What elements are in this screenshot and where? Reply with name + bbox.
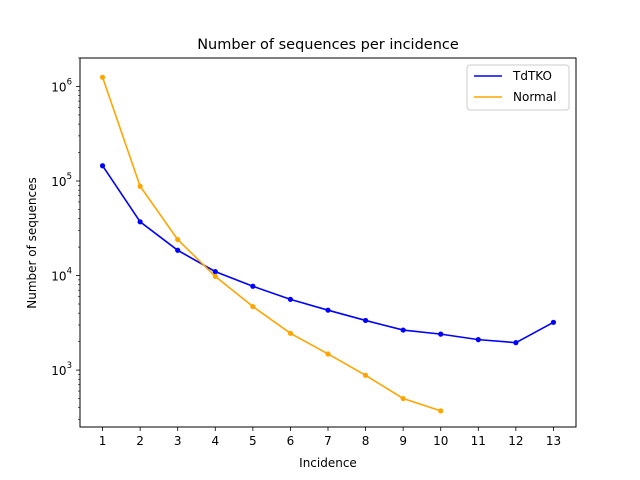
x-tick-label: 1 [99, 434, 107, 448]
x-tick-label: 4 [211, 434, 219, 448]
x-tick-label: 10 [433, 434, 448, 448]
x-tick-label: 3 [174, 434, 182, 448]
data-point [400, 327, 406, 333]
y-axis-label: Number of sequences [25, 177, 39, 308]
x-tick-label: 7 [324, 434, 332, 448]
x-tick-label: 13 [546, 434, 561, 448]
data-point [362, 372, 369, 378]
x-axis-label: Incidence [299, 456, 357, 470]
data-point [250, 283, 256, 289]
data-point [287, 330, 294, 336]
data-point [137, 219, 143, 225]
data-point [325, 307, 331, 313]
data-point [362, 317, 369, 324]
chart-title: Number of sequences per incidence [197, 37, 459, 53]
x-tick-label: 12 [508, 434, 523, 448]
x-tick-label: 2 [136, 434, 144, 448]
data-point [212, 273, 218, 279]
y-tick-label: 104 [51, 267, 72, 284]
data-point [513, 340, 519, 346]
y-tick-label: 103 [51, 361, 72, 378]
x-tick-label: 9 [399, 434, 407, 448]
data-point [550, 319, 557, 325]
data-point [175, 236, 181, 243]
data-point [175, 247, 181, 253]
plot-frame [79, 57, 577, 428]
y-tick-label: 106 [51, 77, 72, 94]
series-line [101, 165, 554, 344]
data-point [287, 296, 294, 302]
x-tick-label: 5 [249, 434, 257, 448]
y-tick-label: 105 [51, 172, 72, 189]
legend-label: Normal [513, 90, 556, 104]
legend: TdTKO Normal [466, 64, 570, 111]
data-point [325, 351, 331, 357]
x-tick-label: 11 [471, 434, 486, 448]
data-point [250, 303, 256, 310]
data-point [400, 395, 406, 402]
data-point [99, 163, 106, 169]
data-point [475, 337, 481, 343]
x-tick-label: 8 [362, 434, 370, 448]
data-point [99, 74, 106, 80]
x-tick-label: 6 [287, 434, 295, 448]
legend-label: TdTKO [512, 69, 552, 83]
series-line [101, 77, 441, 412]
data-point [137, 183, 143, 189]
data-point [438, 331, 444, 337]
data-point [212, 269, 218, 275]
data-point [438, 408, 444, 414]
